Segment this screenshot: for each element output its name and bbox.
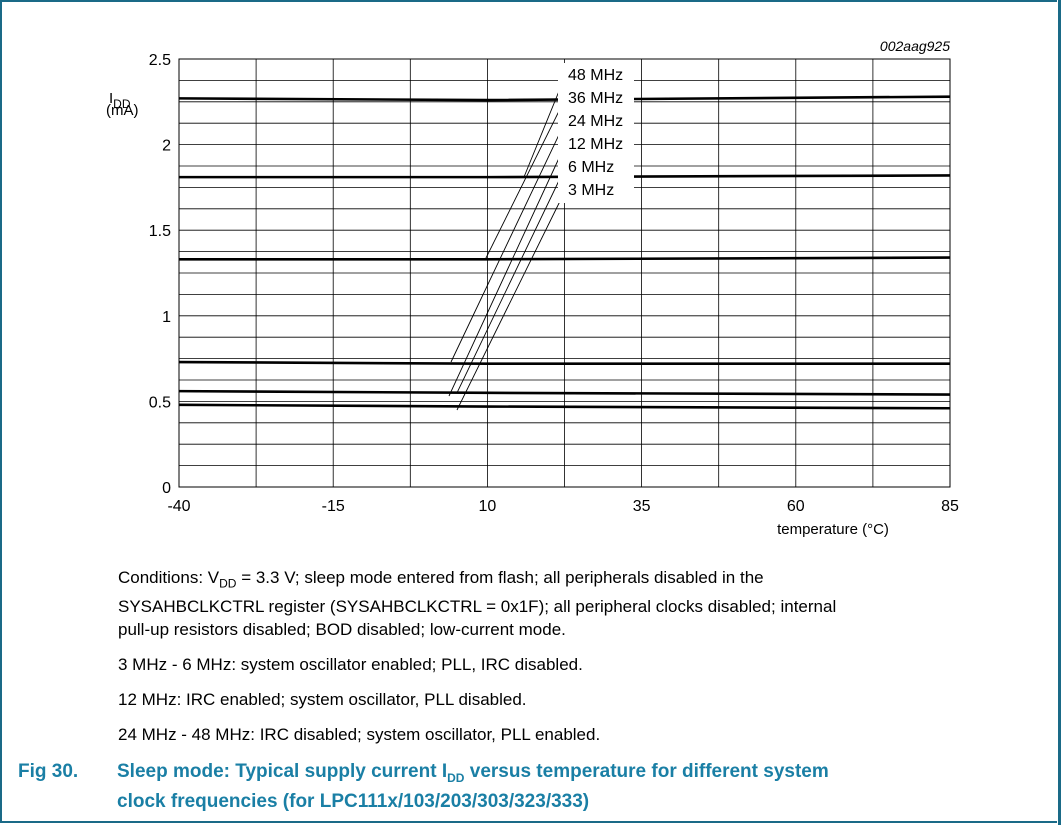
y-tick-label: 0.5	[149, 394, 171, 411]
conditions-prefix: Conditions: V	[118, 568, 220, 587]
legend-label: 3 MHz	[568, 182, 614, 199]
x-axis-ticks: -40 -15 10 35 60 85	[167, 498, 959, 515]
caption-sub: DD	[447, 770, 465, 785]
conditions: Conditions: VDD = 3.3 V; sleep mode ente…	[118, 566, 998, 641]
legend-background	[558, 63, 634, 203]
series-line	[179, 174, 951, 179]
y-tick-label: 2.5	[149, 52, 171, 69]
legend-label: 6 MHz	[568, 159, 614, 176]
y-axis-label-sub: DD	[113, 97, 131, 111]
conditions-line-1: Conditions: VDD = 3.3 V; sleep mode ente…	[118, 566, 998, 595]
leader-line	[456, 165, 567, 394]
y-tick-label: 1.5	[149, 223, 171, 240]
series-line	[179, 256, 951, 261]
notes: Conditions: VDD = 3.3 V; sleep mode ente…	[118, 566, 998, 758]
x-tick-label: -40	[167, 498, 190, 515]
figure-frame-right-edge	[1058, 0, 1061, 825]
series-curves	[178, 95, 951, 410]
x-tick-label: 85	[941, 498, 959, 515]
note-24-48mhz: 24 MHz - 48 MHz: IRC disabled; system os…	[118, 725, 601, 745]
conditions-line-3: pull-up resistors disabled; BOD disabled…	[118, 620, 566, 640]
y-tick-label: 0	[162, 480, 171, 497]
x-tick-label: 35	[633, 498, 651, 515]
y-axis-ticks: 0 0.5 1 1.5 2 2.5	[149, 52, 171, 497]
x-tick-label: 60	[787, 498, 805, 515]
figure-id: 002aag925	[880, 38, 950, 54]
note-3-6mhz: 3 MHz - 6 MHz: system oscillator enabled…	[118, 655, 583, 675]
legend-leader-lines	[448, 73, 567, 411]
legend-label: 24 MHz	[568, 113, 623, 130]
plot-area-border	[178, 58, 951, 488]
legend: 48 MHz 36 MHz 24 MHz 12 MHz 6 MHz 3 MHz	[558, 63, 634, 203]
x-tick-label: 10	[479, 498, 497, 515]
legend-label: 12 MHz	[568, 136, 623, 153]
leader-line	[450, 119, 567, 363]
series-line	[178, 389, 951, 396]
series-line	[178, 403, 951, 410]
legend-label: 48 MHz	[568, 67, 623, 84]
y-axis-unit: (mA)	[106, 102, 139, 119]
series-line	[178, 360, 950, 366]
caption-text-b: versus temperature for different system	[464, 761, 829, 782]
x-tick-label: -15	[322, 498, 345, 515]
caption-line-1: Fig 30. Sleep mode: Typical supply curren…	[18, 760, 1048, 790]
conditions-sub: DD	[219, 576, 237, 591]
y-axis-label-main: I	[109, 90, 113, 107]
note-12mhz: 12 MHz: IRC enabled; system oscillator, …	[118, 690, 527, 710]
y-axis-label: IDD	[109, 90, 131, 111]
leader-line	[456, 188, 567, 411]
caption-line-2: clock frequencies (for LPC111x/103/203/3…	[117, 790, 590, 812]
y-tick-label: 1	[162, 309, 171, 326]
x-axis-label: temperature (°C)	[777, 521, 889, 538]
conditions-rest: = 3.3 V; sleep mode entered from flash; …	[236, 568, 764, 587]
legend-label: 36 MHz	[568, 90, 623, 107]
figure-number: Fig 30.	[18, 761, 79, 782]
y-tick-label: 2	[162, 138, 171, 155]
figure-caption: Fig 30. Sleep mode: Typical supply curren…	[18, 760, 1048, 814]
leader-line	[448, 142, 567, 397]
leader-line	[484, 96, 567, 261]
caption-text-a: Sleep mode: Typical supply current I	[117, 761, 448, 782]
chart: 002aag925 48 MHz 36 MHz 24 MHz 12 MHz 6 MHz 3…	[106, 38, 959, 538]
conditions-line-2: SYSAHBCLKCTRL register (SYSAHBCLKCTRL = …	[118, 597, 837, 617]
series-line	[178, 95, 951, 102]
